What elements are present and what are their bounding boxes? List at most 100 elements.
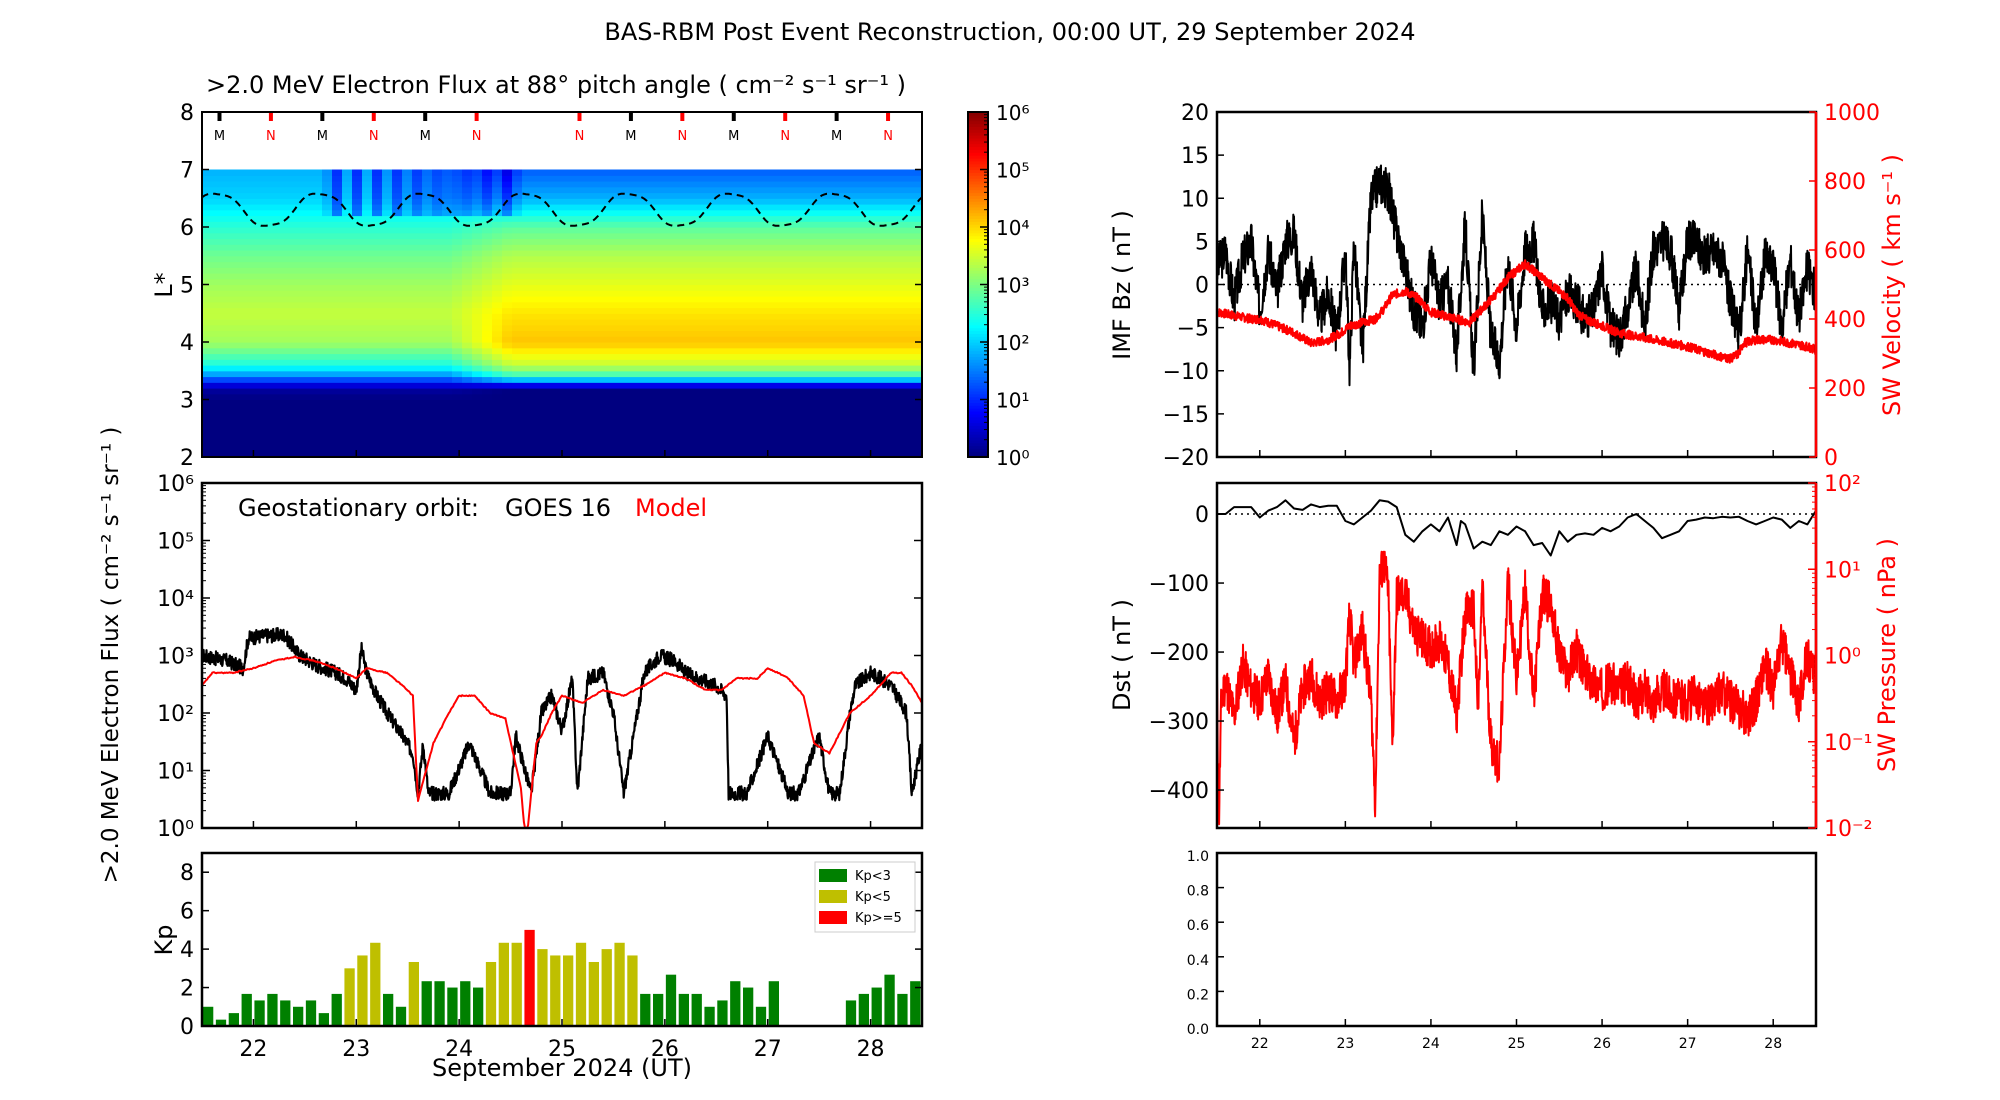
heatmap-cell <box>552 232 563 240</box>
heatmap-cell <box>572 451 583 458</box>
heatmap-cell <box>292 175 303 182</box>
colorbar-cell <box>968 439 988 444</box>
heatmap-cell <box>652 227 663 234</box>
heatmap-cell <box>332 169 343 176</box>
heatmap-cell <box>312 393 323 401</box>
heatmap-cell <box>602 405 613 412</box>
heatmap-cell <box>812 411 823 418</box>
heatmap-cell <box>762 399 773 406</box>
heatmap-cell <box>742 347 753 355</box>
heatmap-cell <box>512 284 523 291</box>
heatmap-cell <box>752 370 763 378</box>
heatmap-cell <box>332 347 343 355</box>
kp-bar <box>344 968 355 1026</box>
heatmap-cell <box>612 186 623 194</box>
heatmap-cell <box>672 411 683 418</box>
heatmap-cell <box>442 244 453 251</box>
heatmap-cell <box>382 238 393 245</box>
heatmap-cell <box>272 416 283 424</box>
heatmap-cell <box>712 319 723 326</box>
heatmap-cell <box>372 411 383 418</box>
heatmap-cell <box>452 296 463 303</box>
heatmap-cell <box>352 186 363 194</box>
heatmap-cell <box>212 186 223 194</box>
heatmap-cell <box>582 296 593 303</box>
heatmap-cell <box>332 278 343 286</box>
heatmap-cell <box>702 347 713 355</box>
heatmap-cell <box>202 434 213 441</box>
heatmap-cell <box>392 319 403 326</box>
heatmap-cell <box>582 273 593 280</box>
heatmap-cell <box>502 215 513 222</box>
heatmap-cell <box>792 388 803 395</box>
heatmap-cell <box>432 221 443 228</box>
heatmap-cell <box>322 261 333 268</box>
heatmap-cell <box>422 445 433 452</box>
heatmap-cell <box>212 307 223 314</box>
heatmap-cell <box>642 278 653 286</box>
heatmap-cell <box>662 175 673 182</box>
heatmap-cell <box>482 232 493 240</box>
heatmap-cell <box>322 411 333 418</box>
heatmap-cell <box>472 175 483 182</box>
heatmap-cell <box>242 244 253 251</box>
heatmap-cell <box>882 278 893 286</box>
heatmap-cell <box>812 181 823 188</box>
kp-bar <box>563 955 574 1026</box>
heatmap-cell <box>412 186 423 194</box>
heatmap-cell <box>442 175 453 182</box>
heatmap-cell <box>642 192 653 199</box>
colorbar-cell <box>968 270 988 274</box>
y-tick-label: 8 <box>180 101 194 126</box>
heatmap-cell <box>562 399 573 406</box>
heatmap-cell <box>562 232 573 240</box>
heatmap-cell <box>772 319 783 326</box>
heatmap-cell <box>562 342 573 349</box>
heatmap-cell <box>392 250 403 257</box>
heatmap-cell <box>242 169 253 176</box>
heatmap-cell <box>842 434 853 441</box>
heatmap-cell <box>212 209 223 217</box>
heatmap-cell <box>502 342 513 349</box>
heatmap-cell <box>402 439 413 447</box>
heatmap-cell <box>912 388 923 395</box>
colorbar-cell <box>968 183 988 188</box>
heatmap-cell <box>482 434 493 441</box>
heatmap-cell <box>202 336 213 343</box>
heatmap-cell <box>732 278 743 286</box>
heatmap-cell <box>432 296 443 303</box>
heatmap-cell <box>882 186 893 194</box>
heatmap-cell <box>752 434 763 441</box>
heatmap-cell <box>472 198 483 205</box>
heatmap-cell <box>442 232 453 240</box>
heatmap-cell <box>562 175 573 182</box>
heatmap-cell <box>542 313 553 320</box>
heatmap-cell <box>292 307 303 314</box>
heatmap-cell <box>662 393 673 401</box>
heatmap-cell <box>802 221 813 228</box>
heatmap-cell <box>842 290 853 297</box>
heatmap-cell <box>542 342 553 349</box>
heatmap-cell <box>302 284 313 291</box>
heatmap-cell <box>582 439 593 447</box>
heatmap-cell <box>422 405 433 412</box>
heatmap-cell <box>452 324 463 332</box>
heatmap-cell <box>652 399 663 406</box>
heatmap-cell <box>462 261 473 268</box>
heatmap-cell <box>272 353 283 360</box>
heatmap-cell <box>712 227 723 234</box>
heatmap-cell <box>432 307 443 314</box>
heatmap-cell <box>202 451 213 458</box>
heatmap-cell <box>652 319 663 326</box>
heatmap-cell <box>302 336 313 343</box>
heatmap-cell <box>642 215 653 222</box>
heatmap-cell <box>622 439 633 447</box>
heatmap-cell <box>472 376 483 383</box>
heatmap-cell <box>742 399 753 406</box>
heatmap-cell <box>482 261 493 268</box>
heatmap-cell <box>572 186 583 194</box>
heatmap-cell <box>412 284 423 291</box>
heatmap-cell <box>212 198 223 205</box>
heatmap-cell <box>352 388 363 395</box>
heatmap-cell <box>462 250 473 257</box>
